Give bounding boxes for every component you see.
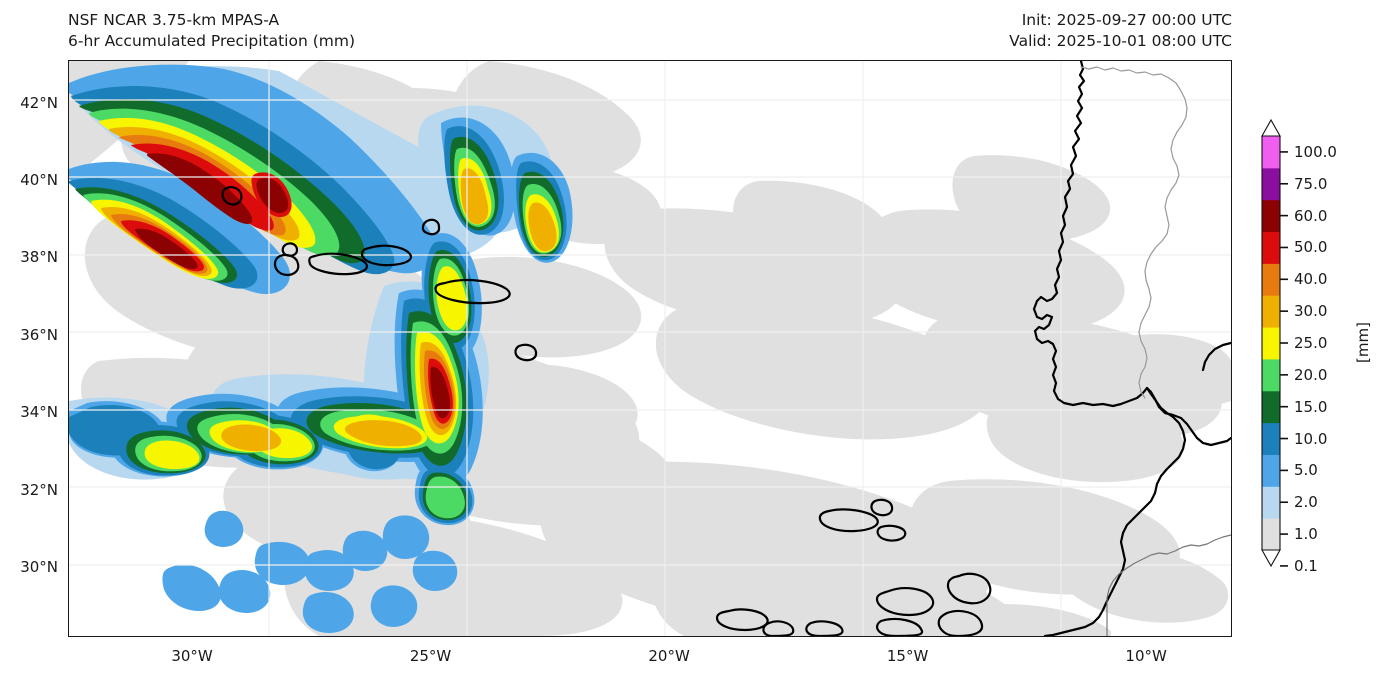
colorbar-tick-label: 5.0 [1294, 461, 1318, 480]
x-tick-label: 15°W [886, 647, 929, 665]
colorbar[interactable]: 100.0 75.0 60.0 50.0 40.0 30.0 25.0 20.0 15.0 10.… [1258, 118, 1378, 588]
colorbar-band [1262, 327, 1280, 360]
map-canvas [69, 61, 1231, 636]
field-name-line: 6-hr Accumulated Precipitation (mm) [68, 32, 355, 50]
colorbar-band [1262, 454, 1280, 487]
colorbar-swatches [1261, 118, 1288, 568]
colorbar-band [1262, 136, 1280, 169]
x-tick-label: 25°W [409, 647, 452, 665]
colorbar-band [1262, 167, 1280, 201]
map-gridlines [69, 61, 1231, 636]
colorbar-tick-label: 100.0 [1294, 142, 1337, 161]
y-tick-label: 42°N [20, 93, 58, 112]
colorbar-tick-label: 10.0 [1294, 429, 1328, 448]
colorbar-tick-label: 1.0 [1294, 525, 1318, 544]
colorbar-tick-label: 60.0 [1294, 206, 1328, 225]
colorbar-band [1262, 231, 1280, 264]
colorbar-band [1262, 486, 1280, 519]
y-tick-label: 36°N [20, 325, 58, 344]
colorbar-tick-label: 0.1 [1294, 556, 1318, 575]
colorbar-tick-label: 15.0 [1294, 397, 1328, 416]
colorbar-band [1262, 358, 1280, 392]
precip-50-60mm-layer [135, 153, 451, 419]
colorbar-under-arrow [1261, 549, 1281, 568]
init-time-label: Init: 2025-09-27 00:00 UTC [1021, 11, 1232, 29]
y-tick-label: 38°N [20, 248, 58, 267]
colorbar-band [1262, 518, 1280, 551]
colorbar-band [1262, 199, 1280, 233]
colorbar-band [1262, 263, 1280, 296]
valid-time-label: Valid: 2025-10-01 08:00 UTC [1009, 32, 1232, 50]
y-tick-label: 40°N [20, 171, 58, 190]
figure-title-left: NSF NCAR 3.75-km MPAS-A 6-hr Accumulated … [68, 10, 355, 52]
colorbar-tick-label: 20.0 [1294, 365, 1328, 384]
y-tick-label: 30°N [20, 558, 58, 577]
colorbar-tick-label: 30.0 [1294, 302, 1328, 321]
map-axes[interactable] [68, 60, 1232, 637]
y-tick-label: 32°N [20, 480, 58, 499]
x-tick-label: 10°W [1125, 647, 1167, 665]
colorbar-band [1262, 295, 1280, 328]
model-name-line: NSF NCAR 3.75-km MPAS-A [68, 11, 280, 29]
colorbar-tick-label: 75.0 [1294, 174, 1328, 193]
colorbar-band [1262, 390, 1280, 424]
y-tick-label: 34°N [20, 403, 58, 422]
x-tick-label: 30°W [171, 647, 213, 665]
figure-title-right: Init: 2025-09-27 00:00 UTC Valid: 2025-10… [1009, 10, 1232, 52]
coastline-layer [221, 61, 1231, 636]
colorbar-tick-label: 2.0 [1294, 493, 1318, 512]
colorbar-axis-label: [mm] [1354, 322, 1372, 363]
colorbar-tick-label: 40.0 [1294, 270, 1328, 289]
colorbar-over-arrow [1261, 118, 1281, 137]
colorbar-tick-label: 50.0 [1294, 238, 1328, 257]
x-tick-label: 20°W [648, 647, 690, 665]
colorbar-band [1262, 422, 1280, 455]
colorbar-tick-label: 25.0 [1294, 334, 1328, 352]
